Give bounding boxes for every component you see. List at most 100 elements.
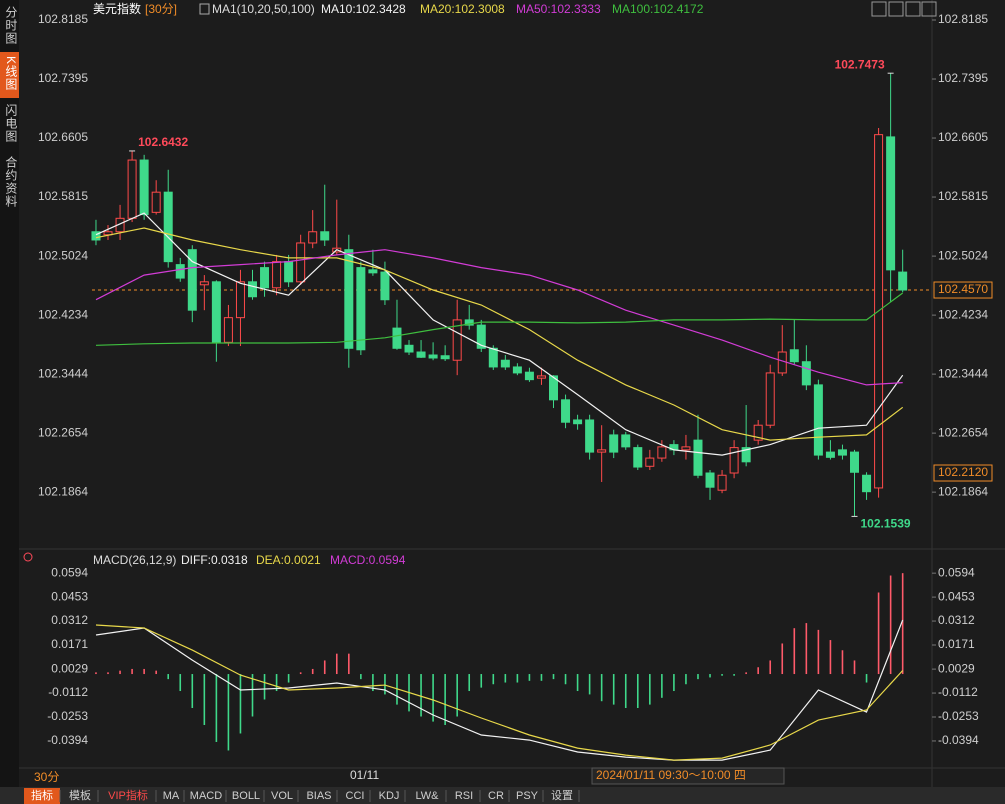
candle-body bbox=[320, 231, 330, 241]
candle-body bbox=[609, 434, 619, 453]
y-tick-label: 102.1864 bbox=[38, 484, 88, 498]
candle-body bbox=[512, 366, 522, 374]
extreme-label: 102.6432 bbox=[138, 135, 188, 149]
period-label: 30分 bbox=[34, 770, 59, 784]
tab[interactable]: VIP指标 bbox=[108, 788, 148, 802]
tab[interactable]: 设置 bbox=[551, 789, 573, 802]
y-tick-label: 102.5815 bbox=[938, 189, 988, 203]
candle-body bbox=[163, 191, 173, 263]
candle-body bbox=[476, 324, 486, 349]
candle-body bbox=[585, 419, 595, 453]
legend-entry: MA10:102.3428 bbox=[321, 2, 406, 16]
candle-body bbox=[862, 474, 872, 493]
y-tick-label: 0.0029 bbox=[938, 661, 975, 675]
ma-line bbox=[95, 292, 904, 346]
tab[interactable]: MA bbox=[163, 790, 180, 802]
tab[interactable]: 指标 bbox=[31, 788, 53, 802]
tab[interactable]: 模板 bbox=[69, 788, 91, 802]
tab[interactable]: LW& bbox=[415, 790, 439, 802]
legend-entry: MACD:0.0594 bbox=[330, 553, 406, 567]
tab[interactable]: CR bbox=[488, 790, 504, 802]
button-crosshair[interactable] bbox=[871, 1, 887, 17]
macd-line bbox=[95, 619, 904, 761]
legend-entry: MA100:102.4172 bbox=[612, 2, 704, 16]
tab-active bbox=[24, 788, 60, 804]
candle-body bbox=[789, 349, 799, 363]
candle-body bbox=[380, 271, 390, 301]
candle-body bbox=[127, 159, 137, 219]
tab[interactable]: VOL bbox=[271, 790, 293, 802]
tab[interactable]: BIAS bbox=[306, 790, 331, 802]
y-tick-label: 0.0453 bbox=[938, 589, 975, 603]
candle-body bbox=[801, 361, 811, 386]
legend-entry: MA50:102.3333 bbox=[516, 2, 601, 16]
y-tick-label: 102.5024 bbox=[38, 248, 88, 262]
y-tick-label: 102.5024 bbox=[938, 248, 988, 262]
candle-body bbox=[440, 355, 450, 360]
y-tick-label: 102.6605 bbox=[38, 130, 88, 144]
price-label: 102.4570 bbox=[938, 282, 988, 296]
tab[interactable]: CCI bbox=[346, 790, 365, 802]
candle-body bbox=[837, 449, 847, 456]
candle-body bbox=[428, 354, 438, 359]
legend-entry: MA20:102.3008 bbox=[420, 2, 505, 16]
candle-body bbox=[729, 447, 739, 474]
crosshair-time: 2024/01/11 09:30～10:00 四 bbox=[596, 768, 746, 782]
chart-title: MACD(26,12,9) bbox=[93, 553, 176, 567]
candle-body bbox=[621, 434, 631, 448]
tab[interactable]: RSI bbox=[455, 790, 473, 802]
candle-body bbox=[573, 419, 583, 425]
tab[interactable]: BOLL bbox=[232, 790, 260, 802]
indicator-icon[interactable] bbox=[199, 3, 210, 15]
tab[interactable]: KDJ bbox=[379, 790, 400, 802]
sidebar-tab[interactable]: 分时图 bbox=[4, 6, 18, 45]
y-tick-label: 0.0594 bbox=[51, 565, 88, 579]
tab-bar bbox=[0, 787, 1005, 804]
candle-body bbox=[549, 375, 559, 401]
chart-title: 美元指数 bbox=[93, 1, 141, 16]
candle-body bbox=[524, 371, 534, 381]
candle-body bbox=[452, 319, 462, 361]
candle-body bbox=[488, 347, 498, 368]
sidebar-tab[interactable]: 合约资料 bbox=[4, 155, 18, 208]
candle-body bbox=[753, 424, 763, 441]
candle-body bbox=[561, 399, 571, 423]
button-close[interactable] bbox=[921, 1, 937, 17]
extreme-label: 102.1539 bbox=[861, 517, 911, 531]
button-layout[interactable] bbox=[888, 1, 904, 17]
candle-body bbox=[404, 344, 414, 353]
y-tick-label: 102.8185 bbox=[938, 12, 988, 26]
candle-body bbox=[765, 372, 775, 426]
candle-body bbox=[777, 351, 787, 374]
y-tick-label: -0.0112 bbox=[938, 685, 978, 699]
candle-body bbox=[392, 327, 402, 349]
candle-body bbox=[850, 451, 860, 473]
candle-body bbox=[705, 472, 715, 488]
y-tick-label: 0.0029 bbox=[51, 661, 88, 675]
price-label: 102.2120 bbox=[938, 465, 988, 479]
y-tick-label: 0.0171 bbox=[51, 637, 88, 651]
macd-icon[interactable] bbox=[23, 552, 33, 562]
y-tick-label: 0.0171 bbox=[938, 637, 975, 651]
ma-line bbox=[95, 212, 904, 456]
y-tick-label: 102.8185 bbox=[38, 12, 88, 26]
y-tick-label: -0.0112 bbox=[48, 685, 88, 699]
price-label-box bbox=[933, 464, 993, 482]
chart-period: [30分] bbox=[145, 2, 177, 16]
candle-body bbox=[693, 439, 703, 476]
sidebar bbox=[0, 0, 19, 787]
candle-body bbox=[536, 375, 546, 379]
candle-body bbox=[175, 264, 185, 279]
tab[interactable]: MACD bbox=[190, 790, 222, 802]
candle-body bbox=[284, 261, 294, 283]
sidebar-tab[interactable]: 闪电图 bbox=[4, 104, 18, 143]
legend-entry: DIFF:0.0318 bbox=[181, 553, 248, 567]
candle-body bbox=[139, 159, 149, 216]
tab[interactable]: PSY bbox=[516, 790, 539, 802]
candle-body bbox=[223, 317, 233, 343]
sidebar-tab[interactable]: K线图 bbox=[4, 56, 18, 91]
button-settings[interactable] bbox=[905, 1, 921, 17]
candle-body bbox=[886, 136, 896, 271]
candle-body bbox=[500, 359, 510, 368]
